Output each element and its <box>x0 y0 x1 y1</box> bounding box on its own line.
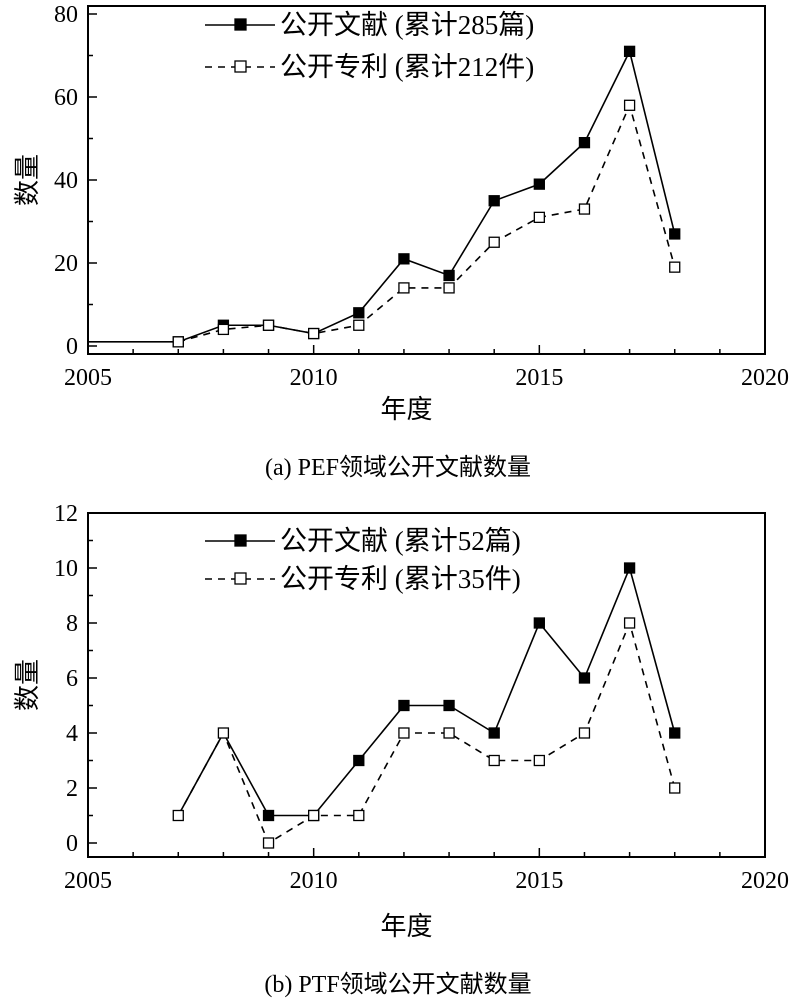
data-point <box>262 319 275 331</box>
data-point <box>623 617 636 629</box>
data-point <box>443 727 455 739</box>
data-point <box>353 809 365 822</box>
data-point <box>443 699 455 712</box>
legend-marker <box>234 534 247 547</box>
y-tick-label: 12 <box>54 501 78 527</box>
legend-marker <box>234 572 247 585</box>
data-point <box>488 195 500 207</box>
data-point <box>623 562 636 574</box>
x-tick-label: 2015 <box>515 868 563 894</box>
y-axis-label: 数量 <box>13 154 42 206</box>
y-tick-label: 8 <box>66 611 78 637</box>
x-tick-label: 2010 <box>290 868 338 894</box>
data-point <box>398 253 410 265</box>
data-point <box>172 336 184 348</box>
data-point <box>533 178 545 190</box>
data-point <box>217 323 230 336</box>
y-tick-label: 6 <box>66 666 78 692</box>
y-tick-label: 60 <box>54 85 78 111</box>
plot-frame <box>87 512 766 858</box>
chart-a: 2005 2010 2015 2020 0 20 40 60 80 年度 数量 (a) PEF领域公开… <box>13 2 789 481</box>
data-point <box>443 282 455 294</box>
data-point <box>262 837 275 849</box>
y-tick-label: 0 <box>66 831 78 857</box>
y-tick-label: 4 <box>66 721 78 747</box>
chart-caption: (b) PTF领域公开文献数量 <box>264 971 531 998</box>
x-tick-label: 2005 <box>64 365 112 391</box>
y-tick-label: 0 <box>66 334 78 360</box>
data-point <box>578 727 591 739</box>
data-point <box>488 236 500 248</box>
data-point <box>488 727 500 739</box>
x-tick-label: 2015 <box>515 365 563 391</box>
x-tick-label: 2005 <box>64 868 112 894</box>
data-point <box>398 699 410 712</box>
x-tick-label: 2010 <box>290 365 338 391</box>
legend-label: 公开专利 (累计212件) <box>280 52 534 82</box>
data-point <box>172 809 184 822</box>
data-point <box>398 282 410 294</box>
data-point <box>353 319 365 331</box>
data-point <box>398 727 410 739</box>
chart-b: 2005 2010 2015 2020 0 2 4 6 8 10 12 年度 数量 (b) PTF领域公开… <box>13 501 789 998</box>
data-point <box>308 809 320 822</box>
data-point <box>578 672 591 684</box>
legend-label: 公开专利 (累计35件) <box>280 564 521 594</box>
data-point <box>578 203 591 215</box>
y-tick-label: 40 <box>54 168 78 194</box>
data-point <box>623 99 636 111</box>
data-point <box>578 136 591 149</box>
legend-label: 公开文献 (累计52篇) <box>280 526 521 556</box>
series-line-0 <box>177 565 676 817</box>
data-point <box>669 782 681 794</box>
data-point <box>262 809 275 822</box>
data-point <box>669 261 681 273</box>
data-point <box>623 45 636 57</box>
legend-label: 公开文献 (累计285篇) <box>280 10 534 40</box>
y-axis-label: 数量 <box>13 659 42 711</box>
y-tick-label: 2 <box>66 776 78 802</box>
data-point <box>669 228 681 240</box>
x-tick-label: 2020 <box>741 365 789 391</box>
x-axis-label: 年度 <box>380 912 432 941</box>
data-point <box>488 754 500 767</box>
data-point <box>353 307 365 319</box>
legend-marker <box>234 18 247 31</box>
series-line-1 <box>178 102 676 343</box>
data-point <box>669 727 681 739</box>
series-line-1 <box>177 620 676 845</box>
chart-caption: (a) PEF领域公开文献数量 <box>265 454 531 481</box>
series-line-0 <box>88 49 676 343</box>
data-point <box>533 754 545 767</box>
data-point <box>353 754 365 767</box>
x-tick-label: 2020 <box>741 868 789 894</box>
data-point <box>533 211 545 224</box>
data-point <box>217 727 230 739</box>
y-tick-label: 20 <box>54 251 78 277</box>
data-point <box>443 269 455 282</box>
x-axis-label: 年度 <box>380 395 432 424</box>
legend-marker <box>234 60 247 73</box>
y-tick-label: 10 <box>54 556 78 582</box>
data-point <box>533 617 545 629</box>
data-point <box>308 327 320 340</box>
y-tick-label: 80 <box>54 2 78 28</box>
